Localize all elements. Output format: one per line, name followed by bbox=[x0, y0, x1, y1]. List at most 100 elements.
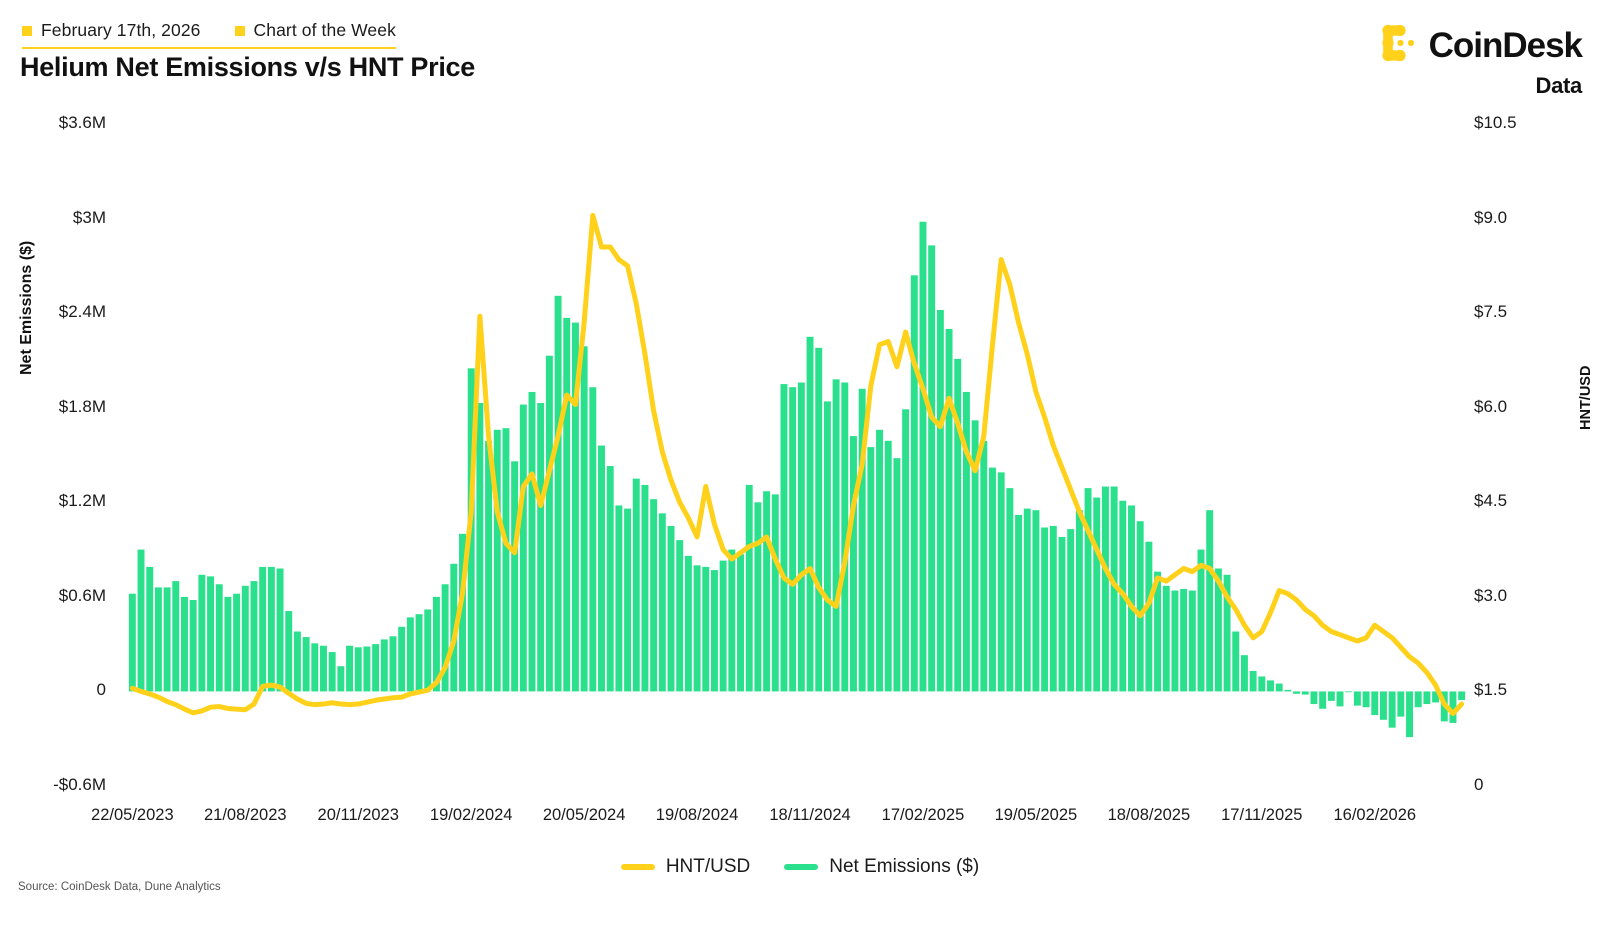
bar bbox=[841, 382, 849, 692]
bar bbox=[441, 584, 449, 692]
y-axis-tick-label: $1.2M bbox=[58, 491, 106, 511]
bar bbox=[545, 355, 553, 692]
x-axis-tick-label: 20/11/2023 bbox=[317, 806, 399, 824]
bar bbox=[415, 614, 423, 692]
bar bbox=[884, 440, 892, 692]
bar bbox=[1093, 497, 1101, 692]
header-kicker-row: February 17th, 2026 Chart of the Week bbox=[22, 20, 396, 49]
chart-legend: HNT/USD Net Emissions ($) bbox=[0, 856, 1600, 878]
bar bbox=[424, 609, 432, 692]
y2-axis-tick-label: $10.5 bbox=[1474, 113, 1517, 132]
bar bbox=[1371, 691, 1379, 716]
bar bbox=[1023, 508, 1031, 692]
bar bbox=[1327, 691, 1335, 701]
bar bbox=[962, 391, 970, 692]
bar bbox=[1232, 631, 1240, 692]
bar bbox=[1032, 510, 1040, 692]
x-axis-tick-label: 19/05/2025 bbox=[994, 806, 1078, 824]
bar bbox=[702, 566, 710, 692]
bar bbox=[867, 447, 875, 692]
y-axis-tick-label: $0.6M bbox=[58, 585, 106, 605]
date-badge-label: February 17th, 2026 bbox=[41, 20, 201, 40]
bar bbox=[997, 472, 1005, 692]
bar bbox=[311, 643, 319, 692]
bar bbox=[363, 646, 371, 692]
bar bbox=[1197, 549, 1205, 692]
bar bbox=[1379, 691, 1387, 720]
source-note: Source: CoinDesk Data, Dune Analytics bbox=[18, 881, 221, 893]
bar bbox=[293, 631, 301, 692]
bar bbox=[146, 566, 154, 692]
bar bbox=[632, 478, 640, 692]
x-axis-tick-label: 19/02/2024 bbox=[429, 806, 513, 824]
bar bbox=[1258, 676, 1266, 692]
bar bbox=[910, 275, 918, 692]
bar bbox=[754, 502, 762, 692]
bar bbox=[1336, 691, 1344, 707]
bar bbox=[1249, 670, 1257, 692]
bar bbox=[693, 565, 701, 692]
bar bbox=[1041, 527, 1049, 692]
date-badge: February 17th, 2026 bbox=[22, 20, 201, 41]
bar bbox=[137, 549, 145, 692]
bar bbox=[658, 513, 666, 692]
bar bbox=[1293, 691, 1301, 694]
y-axis-tick-label: $1.8M bbox=[58, 396, 106, 416]
bar bbox=[589, 387, 597, 692]
bar bbox=[858, 388, 866, 692]
bar bbox=[980, 440, 988, 692]
bar bbox=[945, 328, 953, 692]
bar bbox=[1145, 541, 1153, 692]
bar bbox=[1440, 691, 1448, 722]
bar bbox=[710, 570, 718, 692]
bar bbox=[467, 368, 475, 692]
bar bbox=[320, 645, 327, 692]
y2-axis-tick-label: $7.5 bbox=[1474, 302, 1508, 322]
brand-subtitle: Data bbox=[1535, 73, 1583, 98]
bar bbox=[207, 576, 215, 692]
bar bbox=[285, 611, 293, 692]
category-badge-label: Chart of the Week bbox=[253, 20, 396, 40]
bar bbox=[528, 391, 536, 692]
bar bbox=[337, 666, 345, 692]
bar bbox=[163, 587, 171, 692]
x-axis-tick-label: 22/05/2023 bbox=[91, 806, 174, 824]
legend-swatch-line-icon bbox=[620, 864, 655, 870]
y2-axis-tick-label: $9.0 bbox=[1474, 207, 1508, 227]
bar bbox=[1240, 655, 1248, 692]
bar bbox=[650, 499, 658, 692]
coindesk-logo-icon bbox=[1377, 22, 1419, 69]
bar bbox=[450, 563, 458, 692]
bar bbox=[1162, 585, 1170, 692]
legend-item-net-emissions[interactable]: Net Emissions ($) bbox=[784, 856, 979, 878]
bar bbox=[624, 508, 632, 692]
bar bbox=[554, 295, 562, 692]
bar bbox=[1015, 514, 1023, 692]
category-badge: Chart of the Week bbox=[234, 20, 396, 41]
bar bbox=[763, 491, 771, 692]
bar bbox=[398, 626, 406, 692]
bar bbox=[476, 402, 484, 692]
bar bbox=[771, 494, 779, 692]
bar bbox=[328, 652, 336, 692]
bar bbox=[302, 637, 310, 692]
bar bbox=[902, 409, 910, 692]
bar bbox=[1206, 510, 1214, 692]
bar bbox=[1119, 500, 1127, 692]
bar bbox=[876, 429, 884, 692]
bar bbox=[745, 484, 753, 692]
bar bbox=[989, 467, 996, 692]
bar bbox=[1423, 691, 1431, 705]
bar bbox=[1171, 590, 1179, 692]
legend-item-hnt-usd[interactable]: HNT/USD bbox=[620, 856, 750, 878]
bar bbox=[1101, 486, 1109, 692]
bar bbox=[606, 466, 614, 692]
bar bbox=[728, 549, 736, 692]
bar bbox=[1136, 521, 1144, 692]
bar bbox=[241, 585, 249, 692]
bar bbox=[1110, 486, 1118, 692]
bar bbox=[684, 555, 692, 692]
bar bbox=[1432, 691, 1440, 703]
x-axis-tick-label: 21/08/2023 bbox=[203, 806, 287, 824]
bar bbox=[615, 505, 623, 692]
